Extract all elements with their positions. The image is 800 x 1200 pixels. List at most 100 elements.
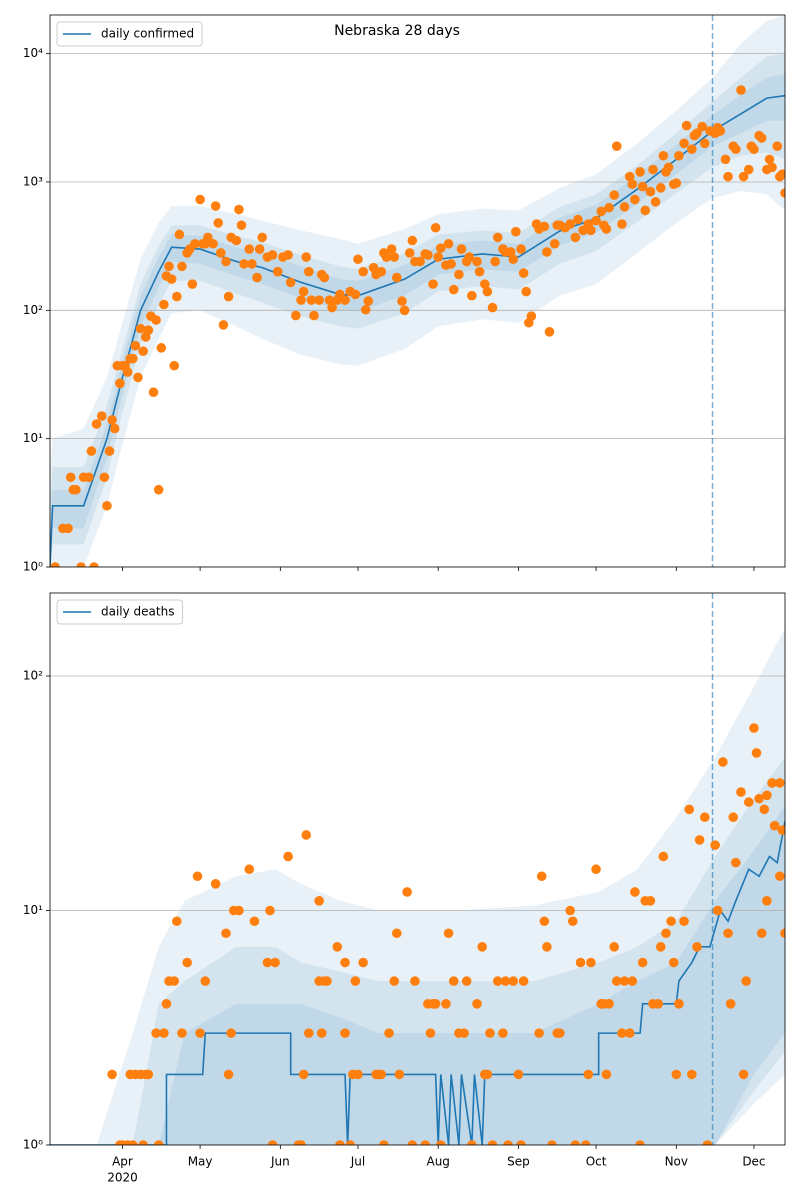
x-year-label: 2020	[107, 1171, 138, 1185]
data-point	[687, 144, 697, 155]
data-point	[345, 1140, 356, 1145]
data-point	[586, 957, 596, 968]
data-point	[601, 224, 612, 234]
data-point	[218, 320, 229, 330]
data-point	[741, 976, 751, 986]
data-point	[236, 220, 247, 231]
data-point	[723, 928, 733, 939]
data-point	[759, 804, 770, 815]
data-point	[223, 291, 234, 302]
series-line	[50, 821, 785, 1145]
axes-frame	[49, 592, 786, 1146]
data-point	[86, 446, 97, 456]
data-point	[536, 871, 547, 882]
data-point	[640, 205, 651, 216]
data-point	[76, 562, 86, 567]
data-point	[687, 1069, 697, 1080]
data-point	[151, 315, 161, 325]
data-point	[210, 201, 221, 211]
data-point	[376, 266, 387, 277]
data-point	[658, 851, 669, 862]
data-point	[122, 367, 133, 377]
data-point	[723, 171, 733, 182]
data-point	[340, 1028, 350, 1038]
data-point	[309, 310, 319, 321]
data-point	[674, 999, 684, 1009]
data-point	[234, 905, 244, 916]
data-point	[648, 164, 658, 175]
data-point	[777, 825, 785, 836]
data-point	[586, 225, 596, 236]
data-point	[624, 1028, 635, 1038]
data-point	[410, 976, 420, 986]
legend-box	[56, 599, 183, 625]
data-point	[635, 1140, 645, 1145]
data-point	[161, 999, 172, 1009]
data-point	[601, 1069, 612, 1080]
data-point	[767, 162, 777, 173]
data-point	[63, 523, 73, 534]
data-point	[472, 999, 482, 1009]
confidence-band	[50, 805, 785, 1145]
data-point	[780, 928, 785, 939]
data-point	[518, 268, 529, 278]
data-point	[539, 221, 550, 232]
data-point	[128, 1140, 138, 1145]
data-point	[363, 296, 374, 306]
data-point	[208, 238, 218, 249]
data-point	[762, 790, 772, 801]
data-point	[511, 226, 521, 237]
data-point	[583, 1069, 594, 1080]
data-point	[283, 250, 293, 260]
data-point	[456, 244, 467, 254]
data-point	[596, 206, 607, 217]
data-point	[172, 916, 182, 927]
data-point	[627, 976, 638, 986]
data-point	[508, 976, 519, 986]
data-point	[381, 252, 392, 262]
data-point	[210, 879, 221, 889]
data-point	[192, 871, 203, 882]
x-tick-label: May	[188, 1155, 213, 1169]
data-point	[216, 248, 226, 258]
x-tick-label: Sep	[507, 1155, 530, 1169]
x-tick-label: Dec	[742, 1155, 765, 1169]
data-point	[148, 387, 159, 398]
data-point	[430, 222, 441, 233]
data-point	[407, 235, 418, 246]
data-point	[267, 250, 278, 260]
legend-label: daily deaths	[101, 605, 174, 619]
confidence-band	[50, 73, 785, 567]
data-point	[392, 272, 402, 283]
data-point	[195, 1028, 205, 1038]
data-point	[153, 1140, 164, 1145]
plot-area	[50, 593, 785, 1145]
data-point	[637, 957, 648, 968]
data-point	[544, 327, 555, 337]
confidence-band	[50, 53, 785, 567]
data-point	[743, 797, 754, 807]
data-point	[555, 1028, 565, 1038]
data-point	[715, 126, 726, 136]
data-point	[423, 250, 433, 260]
data-point	[84, 472, 94, 483]
data-point	[487, 302, 498, 313]
data-point	[743, 164, 754, 175]
data-point	[777, 169, 785, 179]
data-point	[570, 1140, 581, 1145]
data-point	[679, 916, 689, 927]
data-point	[508, 254, 519, 265]
data-point	[645, 186, 656, 197]
data-point	[492, 976, 503, 986]
data-point	[389, 252, 400, 262]
y-tick-label: 10¹	[23, 431, 43, 445]
data-point	[433, 252, 444, 262]
data-point	[430, 999, 441, 1009]
data-point	[283, 851, 293, 862]
data-point	[570, 232, 581, 243]
data-point	[679, 138, 689, 149]
data-point	[482, 1069, 493, 1080]
data-point	[482, 286, 493, 297]
y-tick-label: 10⁰	[23, 560, 43, 574]
data-point	[500, 976, 511, 986]
